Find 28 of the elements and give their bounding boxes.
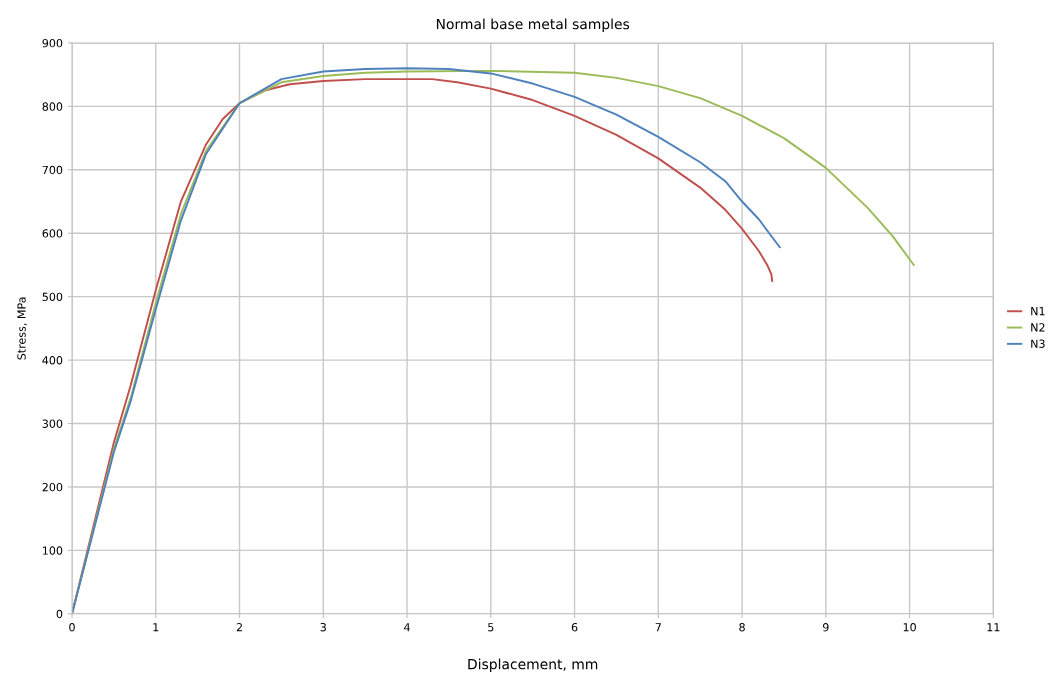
x-axis-title: Displacement, mm: [468, 658, 598, 673]
legend-label: N2: [1031, 323, 1045, 332]
y-tick-label: 800: [42, 102, 63, 111]
x-tick-label: 6: [571, 623, 578, 632]
y-tick-label: 500: [42, 292, 63, 302]
y-tick-label: 300: [42, 419, 63, 428]
x-tick-label: 7: [655, 623, 661, 632]
x-tick-label: 3: [320, 623, 326, 632]
y-tick-label: 100: [43, 546, 63, 555]
x-tick-label: 8: [739, 623, 745, 632]
x-tick-label: 1: [153, 623, 159, 632]
x-tick-label: 5: [488, 623, 494, 632]
legend-label: N3: [1031, 339, 1045, 348]
x-tick-label: 2: [236, 623, 242, 632]
y-tick-label: 200: [42, 482, 63, 492]
x-tick-label: 11: [987, 623, 1000, 632]
y-tick-label: 900: [42, 38, 63, 48]
chart-title: Normal base metal samples: [436, 18, 630, 32]
y-tick-label: 700: [42, 165, 63, 175]
x-tick-label: 9: [822, 623, 829, 632]
x-tick-label: 4: [404, 623, 410, 632]
y-tick-label: 400: [42, 356, 63, 365]
legend-label: N1: [1031, 307, 1045, 316]
x-tick-label: 10: [903, 623, 916, 632]
y-axis-title: Stress, MPa: [17, 297, 27, 360]
y-tick-label: 0: [56, 609, 63, 619]
y-tick-label: 600: [42, 229, 63, 238]
x-tick-label: 0: [69, 623, 75, 632]
